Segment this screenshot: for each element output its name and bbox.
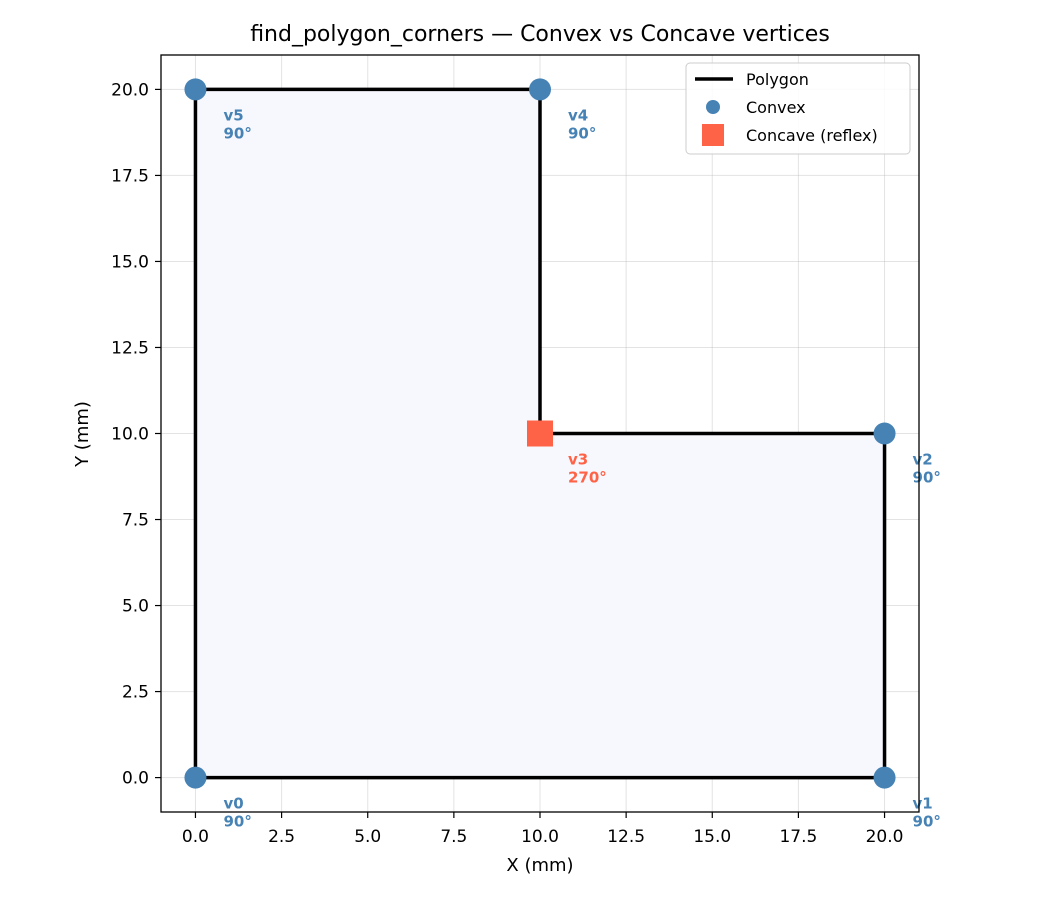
x-tick-label: 2.5: [268, 827, 295, 847]
x-axis-label: X (mm): [506, 855, 573, 876]
x-tick-label: 7.5: [440, 827, 467, 847]
vertex-angle-v1: 90°: [913, 813, 941, 831]
x-tick-label: 17.5: [779, 827, 817, 847]
y-tick-label: 17.5: [111, 166, 149, 186]
y-tick-label: 0.0: [122, 769, 149, 789]
y-tick-label: 15.0: [111, 252, 149, 272]
y-tick-label: 7.5: [122, 511, 149, 531]
y-tick-label: 5.0: [122, 597, 149, 617]
x-tick-label: 15.0: [693, 827, 731, 847]
vertex-label-v3: v3: [568, 451, 588, 469]
y-tick-label: 10.0: [111, 425, 149, 445]
chart-title: find_polygon_corners — Convex vs Concave…: [250, 22, 830, 47]
concave-marker: [527, 420, 553, 447]
vertex-label-v4: v4: [568, 106, 588, 124]
vertex-angle-v3: 270°: [568, 469, 607, 487]
vertex-label-v0: v0: [223, 795, 243, 813]
legend-swatch-convex: [706, 100, 720, 114]
x-tick-label: 5.0: [354, 827, 381, 847]
x-tick-label: 12.5: [607, 827, 645, 847]
legend-label: Convex: [746, 98, 806, 117]
convex-marker: [184, 766, 207, 789]
vertex-angle-v2: 90°: [913, 469, 941, 487]
vertex-label-v1: v1: [913, 795, 933, 813]
legend-label: Polygon: [746, 70, 809, 89]
vertex-label-v5: v5: [223, 106, 243, 124]
legend-swatch-concave: [702, 124, 724, 146]
vertex-angle-v4: 90°: [568, 124, 596, 142]
x-tick-label: 20.0: [866, 827, 904, 847]
legend-box: [685, 62, 911, 155]
convex-marker: [873, 766, 896, 789]
x-tick-label: 0.0: [182, 827, 209, 847]
vertex-angle-v0: 90°: [223, 813, 251, 831]
y-tick-label: 2.5: [122, 683, 149, 703]
legend: Polygon Convex Concave (reflex): [685, 62, 911, 155]
y-axis-label: Y (mm): [72, 401, 93, 468]
vertex-angle-v5: 90°: [223, 124, 251, 142]
x-tick-label: 10.0: [521, 827, 559, 847]
legend-label: Concave (reflex): [746, 126, 878, 145]
y-tick-label: 20.0: [111, 80, 149, 100]
vertex-label-v2: v2: [913, 451, 933, 469]
convex-marker: [873, 422, 896, 445]
y-tick-label: 12.5: [111, 338, 149, 358]
convex-marker: [184, 78, 207, 101]
convex-marker: [529, 78, 551, 101]
